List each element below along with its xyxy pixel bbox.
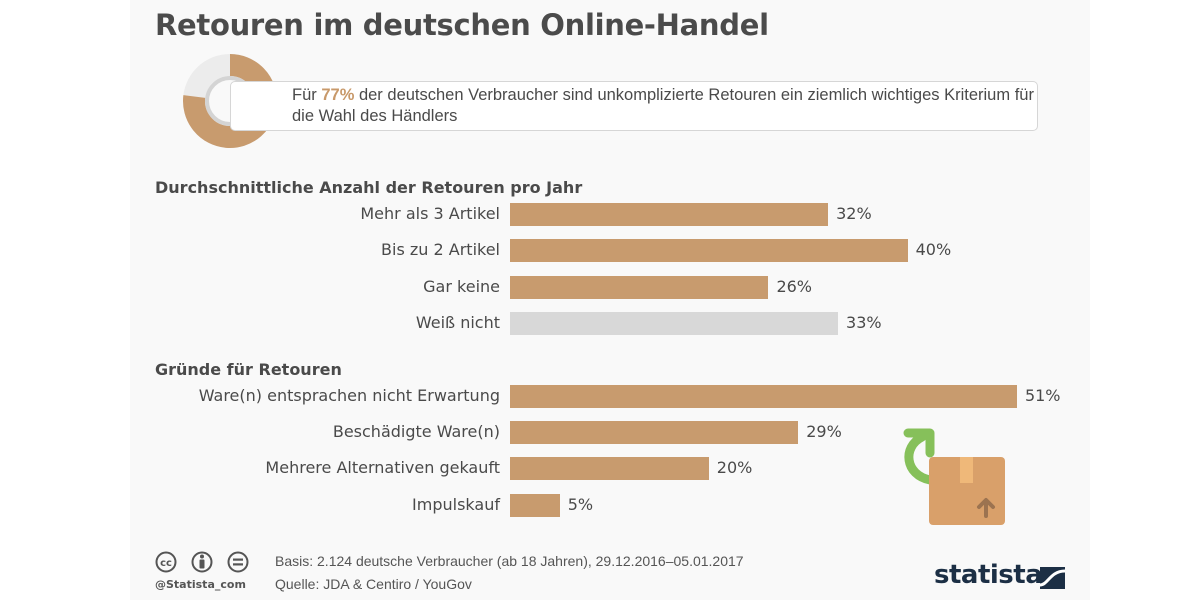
return-arrowhead-icon bbox=[903, 428, 935, 458]
bar-category-label: Bis zu 2 Artikel bbox=[381, 240, 500, 259]
package-tape-icon bbox=[960, 457, 973, 483]
svg-text:cc: cc bbox=[160, 558, 172, 569]
package-up-arrow-icon bbox=[977, 498, 995, 518]
bar-category-label: Gar keine bbox=[423, 277, 500, 296]
bar bbox=[510, 457, 709, 480]
footer-source: Quelle: JDA & Centiro / YouGov bbox=[275, 576, 472, 592]
section-title-returns-per-year: Durchschnittliche Anzahl der Retouren pr… bbox=[155, 178, 583, 197]
statista-logo-icon[interactable] bbox=[1040, 567, 1065, 589]
license-icons: cc bbox=[155, 551, 249, 573]
bar bbox=[510, 276, 769, 299]
footer-basis: Basis: 2.124 deutsche Verbraucher (ab 18… bbox=[275, 553, 744, 569]
bar-value-label: 20% bbox=[716, 458, 753, 477]
bar-value-label: 40% bbox=[915, 240, 952, 259]
statista-handle: @Statista_com bbox=[155, 578, 246, 591]
bar bbox=[510, 494, 560, 517]
bar bbox=[510, 421, 799, 444]
return-arrow-icon bbox=[904, 432, 935, 485]
bar-category-label: Ware(n) entsprachen nicht Erwartung bbox=[198, 386, 500, 405]
bar-category-label: Mehrere Alternativen gekauft bbox=[265, 458, 500, 477]
bar-value-label: 32% bbox=[836, 204, 872, 223]
bar-value-label: 33% bbox=[846, 313, 882, 332]
bar-category-label: Beschädigte Ware(n) bbox=[332, 422, 500, 441]
return-package-icon bbox=[903, 428, 1005, 525]
callout-prefix: Für bbox=[292, 86, 322, 104]
bar-value-label: 26% bbox=[776, 277, 812, 296]
bar-value-label: 29% bbox=[806, 422, 842, 441]
no-derivatives-icon bbox=[227, 551, 249, 573]
bar-category-label: Impulskauf bbox=[412, 495, 500, 514]
bar bbox=[510, 312, 839, 335]
callout-text: Für 77% der deutschen Verbraucher sind u… bbox=[292, 85, 1037, 127]
callout-suffix: der deutschen Verbraucher sind unkompliz… bbox=[292, 86, 1034, 125]
statista-logo-text[interactable]: statista bbox=[934, 560, 1043, 590]
cc-icon: cc bbox=[155, 551, 177, 573]
callout-box bbox=[230, 81, 1038, 131]
bar bbox=[510, 203, 829, 226]
bar-value-label: 5% bbox=[567, 495, 594, 514]
bar bbox=[510, 385, 1017, 408]
bar-category-label: Mehr als 3 Artikel bbox=[360, 204, 500, 223]
section-title-return-reasons: Gründe für Retouren bbox=[155, 360, 342, 379]
bar-category-label: Weiß nicht bbox=[415, 313, 500, 332]
attribution-icon bbox=[191, 551, 213, 573]
chart-title: Retouren im deutschen Online-Handel bbox=[155, 8, 769, 42]
bar-value-label: 51% bbox=[1024, 386, 1061, 405]
bar bbox=[510, 239, 908, 262]
callout-highlight: 77% bbox=[321, 86, 355, 104]
